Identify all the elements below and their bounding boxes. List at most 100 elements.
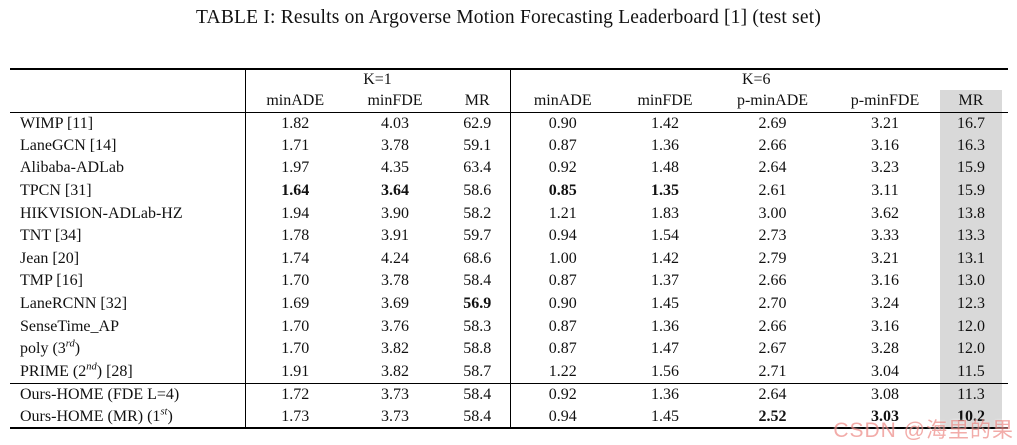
- results-table: K=1 K=6 minADE minFDE MR minADE minFDE p-minADE…: [10, 68, 1009, 430]
- model-cell: Alibaba-ADLab: [10, 157, 246, 180]
- value-cell: 58.2: [445, 202, 511, 225]
- value-cell: 1.71: [281, 136, 310, 154]
- value-cell: 16.7: [940, 112, 1003, 135]
- table-row: SenseTime_AP 1.70 3.76 58.3 0.87 1.36 2.66 3.16…: [10, 315, 1008, 338]
- value-cell: 2.67: [758, 340, 787, 358]
- model-cell: poly (3rd): [10, 337, 246, 361]
- model-cell: Ours-HOME (MR) (1st): [10, 405, 246, 429]
- value-cell: 3.21: [871, 249, 899, 267]
- value-cell: 1.72: [245, 382, 345, 406]
- col-header-minfde: minFDE: [615, 90, 715, 113]
- value-cell: 2.61: [758, 182, 787, 200]
- value-cell: 3.73: [345, 382, 445, 406]
- value-cell: 59.1: [445, 134, 511, 158]
- value-cell: 0.87: [548, 340, 577, 358]
- table-row: Jean [20] 1.74 4.24 68.6 1.00 1.42 2.79 3.21 13.…: [10, 247, 1008, 271]
- value-cell: 2.64: [758, 159, 787, 177]
- table-row: Alibaba-ADLab 1.97 4.35 63.4 0.92 1.48 2.64 3.2…: [10, 157, 1008, 180]
- value-cell: 3.28: [871, 340, 899, 358]
- value-cell: 0.87: [548, 136, 577, 154]
- value-cell: 0.90: [548, 114, 577, 132]
- table-row: Ours-HOME (FDE L=4) 1.72 3.73 58.4 0.92 1.36 2…: [10, 382, 1009, 406]
- model-cell: PRIME (2nd) [28]: [10, 360, 246, 384]
- value-cell: 4.24: [381, 249, 409, 267]
- value-cell: 62.9: [445, 112, 511, 135]
- value-cell: 3.24: [871, 295, 899, 313]
- value-cell: 1.22: [548, 362, 577, 380]
- value-cell: 58.6: [445, 179, 511, 203]
- edge-spacer-cell: [1002, 406, 1008, 429]
- value-cell: 1.45: [651, 295, 679, 313]
- model-cell: LaneRCNN [32]: [10, 292, 246, 316]
- value-cell: 58.7: [445, 360, 511, 384]
- edge-spacer-cell: [1002, 157, 1008, 180]
- value-cell: 3.16: [871, 317, 899, 335]
- edge-spacer-cell: [1002, 315, 1008, 338]
- value-cell: 1.54: [651, 227, 679, 245]
- edge-spacer-cell: [1002, 180, 1008, 203]
- value-cell: 1.69: [281, 295, 310, 313]
- col-header-minade: minADE: [510, 90, 615, 113]
- value-cell: 2.71: [758, 362, 787, 380]
- value-cell: 11.3: [940, 382, 1003, 406]
- value-cell: 3.90: [381, 204, 409, 222]
- value-cell: 2.52: [758, 407, 787, 425]
- value-cell: 56.9: [445, 292, 511, 316]
- col-header-minfde: minFDE: [345, 90, 445, 113]
- value-cell: 1.73: [281, 407, 310, 425]
- value-cell: 1.70: [281, 272, 310, 290]
- value-cell: 3.78: [381, 272, 409, 290]
- value-cell: 13.3: [940, 224, 1003, 248]
- col-group-k=6: K=6: [741, 71, 771, 88]
- value-cell: 3.82: [381, 340, 409, 358]
- value-cell: 3.11: [871, 182, 899, 200]
- model-cell: TPCN [31]: [10, 179, 246, 203]
- value-cell: 68.6: [445, 247, 511, 271]
- value-cell: 13.1: [940, 247, 1003, 271]
- value-cell: 3.21: [871, 114, 899, 132]
- edge-spacer-cell: [1002, 248, 1008, 271]
- value-cell: 3.91: [381, 227, 409, 245]
- value-cell: 2.73: [758, 227, 787, 245]
- value-cell: 3.04: [871, 362, 899, 380]
- col-header-p-minfde: p-minFDE: [830, 90, 940, 113]
- value-cell: 1.70: [281, 340, 310, 358]
- value-cell: 15.9: [940, 179, 1003, 203]
- value-cell: 1.48: [651, 159, 679, 177]
- value-cell: 12.0: [940, 337, 1003, 361]
- edge-spacer-cell: [1002, 135, 1008, 158]
- value-cell: 58.4: [445, 405, 511, 429]
- table-row: LaneRCNN [32] 1.69 3.69 56.9 0.90 1.45 2.70 3.2…: [10, 292, 1008, 316]
- edge-spacer-cell: [1002, 382, 1009, 406]
- value-cell: 3.23: [871, 159, 899, 177]
- table-body: WIMP [11] 1.82 4.03 62.9 0.90 1.42 2.69 3.21 16.…: [10, 112, 1009, 429]
- value-cell: 0.94: [548, 227, 577, 245]
- value-cell: 13.8: [940, 202, 1003, 225]
- table-row: TNT [34] 1.78 3.91 59.7 0.94 1.54 2.73 3.33 13.3: [10, 224, 1008, 248]
- table-caption: TABLE I: Results on Argoverse Motion For…: [195, 7, 822, 28]
- table-row: WIMP [11] 1.82 4.03 62.9 0.90 1.42 2.69 3.21 16.…: [10, 112, 1008, 135]
- value-cell: 1.21: [548, 204, 577, 222]
- value-cell: 10.2: [940, 405, 1003, 429]
- model-cell: Jean [20]: [10, 247, 246, 271]
- value-cell: 1.36: [651, 317, 679, 335]
- value-cell: 1.97: [281, 159, 310, 177]
- edge-spacer-cell: [1002, 270, 1008, 293]
- value-cell: 3.62: [871, 204, 899, 222]
- header-columns-row: minADE minFDE MR minADE minFDE p-minADE p-minF…: [10, 90, 1009, 113]
- model-cell: WIMP [11]: [10, 112, 246, 135]
- value-cell: 1.64: [281, 182, 310, 200]
- value-cell: 11.5: [940, 360, 1003, 384]
- value-cell: 0.85: [548, 182, 577, 200]
- value-cell: 63.4: [445, 157, 511, 180]
- value-cell: 59.7: [445, 224, 511, 248]
- edge-spacer-cell: [1002, 225, 1008, 248]
- header-group-row: K=1 K=6: [10, 69, 1008, 90]
- value-cell: 3.73: [381, 407, 409, 425]
- value-cell: 4.03: [381, 114, 409, 132]
- value-cell: 3.78: [381, 136, 409, 154]
- edge-spacer-cell: [1002, 338, 1008, 361]
- value-cell: 1.42: [651, 114, 679, 132]
- value-cell: 1.35: [651, 182, 679, 200]
- value-cell: 13.0: [940, 270, 1003, 293]
